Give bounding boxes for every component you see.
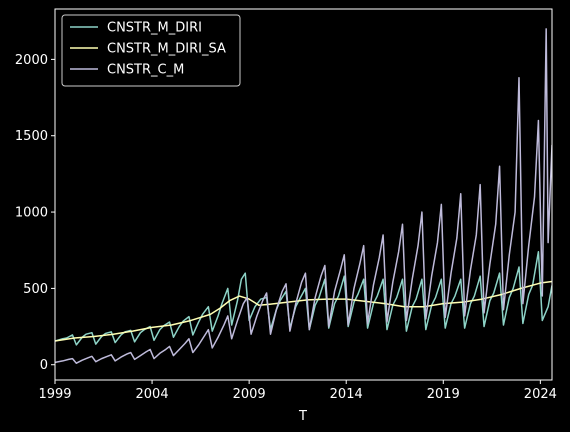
y-tick-label: 1500 [15,129,48,144]
x-tick-label: 2014 [330,387,363,402]
legend-label-2: CNSTR_M_DIRI_SA [107,42,226,57]
x-axis-label: T [298,409,307,424]
x-axis: 1999 2004 2009 2014 2019 2024 [38,380,557,402]
x-tick-label: 2009 [233,387,266,402]
x-tick-label: 2004 [136,387,169,402]
x-tick-label: 1999 [38,387,71,402]
y-tick-label: 1000 [15,206,48,221]
legend: CNSTR_M_DIRI CNSTR_M_DIRI_SA CNSTR_C_M [61,14,241,87]
series-line-3 [55,28,552,364]
series-line-1 [55,251,552,346]
legend-label-1: CNSTR_M_DIRI [107,21,202,36]
y-tick-label: 500 [23,282,48,297]
y-axis: 0 500 1000 1500 2000 [15,53,55,373]
legend-box [61,14,241,87]
axes-frame [54,8,553,381]
y-tick-label: 2000 [15,53,48,68]
x-tick-label: 2019 [427,387,460,402]
series-layer [55,28,552,364]
y-tick-label: 0 [40,358,48,373]
x-tick-label: 2024 [524,387,557,402]
legend-label-3: CNSTR_C_M [107,63,184,78]
